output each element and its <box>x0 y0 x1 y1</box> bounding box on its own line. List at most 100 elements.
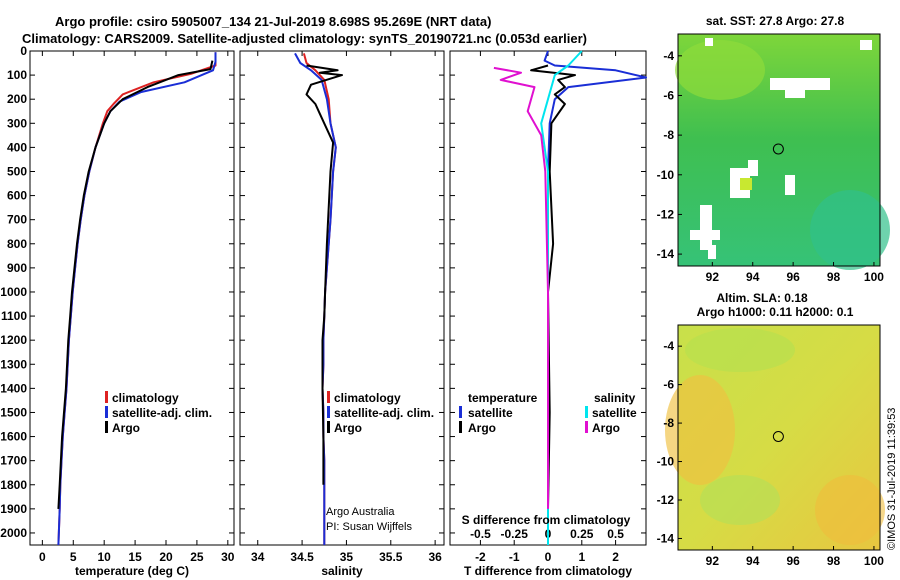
y-tick-label: 400 <box>7 140 27 154</box>
y-tick-label: 1800 <box>0 478 27 492</box>
legend-swatch-satellite <box>327 406 330 418</box>
salinity-plot: 34 34.5 35 35.5 36 <box>240 50 444 564</box>
map-y-tick-label: -12 <box>657 207 675 221</box>
legend-heading-salinity: salinity <box>594 391 636 405</box>
x-tick-label: 1 <box>578 550 585 564</box>
legend-label-satellite: satellite-adj. clim. <box>112 406 212 420</box>
x-tick-label: 0 <box>39 550 46 564</box>
legend-label-argo: Argo <box>334 421 362 435</box>
map-y-tick-label: -6 <box>663 88 674 102</box>
x-tick-label: 36 <box>428 550 442 564</box>
series-line-argo <box>57 60 214 509</box>
legend-heading-temperature: temperature <box>468 391 538 405</box>
map-y-tick-label: -12 <box>657 493 675 507</box>
y-tick-label: 1400 <box>0 381 27 395</box>
sst-map-title: sat. SST: 27.8 Argo: 27.8 <box>706 14 845 28</box>
legend-label-s-satellite: satellite <box>592 406 637 420</box>
salinity-axis-label: salinity <box>321 564 363 578</box>
secondary-tick-label: -0.5 <box>470 527 491 541</box>
sst-map-frame <box>677 33 881 267</box>
y-tick-label: 100 <box>7 68 27 82</box>
legend-swatch-climatology <box>105 391 108 403</box>
argo-location-marker <box>772 431 784 442</box>
legend-swatch-t-argo <box>459 421 462 433</box>
t-difference-axis-label: T difference from climatology <box>464 564 632 578</box>
sst-map-axes: 92 94 96 98 100 -4 -6 -8 -10 -12 -14 <box>657 49 885 284</box>
sla-low-patch <box>685 328 795 372</box>
legend-label-climatology: climatology <box>334 391 401 405</box>
credit-line-1: Argo Australia <box>326 506 395 518</box>
temperature-legend: climatology satellite-adj. clim. Argo <box>105 391 212 435</box>
x-tick-label: 30 <box>221 550 235 564</box>
series-line-satellite-adj-clim- <box>57 52 217 546</box>
map-x-tick-label: 92 <box>706 270 720 284</box>
salinity-panel-frame <box>239 50 445 546</box>
map-y-tick-label: -6 <box>663 378 674 392</box>
credit-line-2: PI: Susan Wijffels <box>326 521 412 533</box>
y-tick-label: 500 <box>7 164 27 178</box>
y-tick-label: 300 <box>7 116 27 130</box>
sst-warm-patch <box>675 40 765 100</box>
y-tick-label: 700 <box>7 213 27 227</box>
imos-timestamp: ©IMOS 31-Jul-2019 11:39:53 <box>886 408 898 550</box>
sla-map <box>665 324 885 551</box>
x-tick-label: 15 <box>128 550 142 564</box>
legend-label-t-argo: Argo <box>468 421 496 435</box>
map-x-tick-label: 94 <box>746 270 760 284</box>
y-tick-label: 1100 <box>1 309 27 323</box>
legend-swatch-climatology <box>327 391 330 403</box>
x-tick-label: 0 <box>545 550 552 564</box>
legend-label-argo: Argo <box>112 421 140 435</box>
secondary-tick-label: 0.25 <box>570 527 594 541</box>
sla-high-patch <box>815 475 885 545</box>
legend-label-satellite: satellite-adj. clim. <box>334 406 434 420</box>
legend-swatch-argo <box>327 421 330 433</box>
x-tick-label: -1 <box>509 550 520 564</box>
map-x-tick-label: 98 <box>827 554 841 568</box>
map-y-tick-label: -8 <box>663 416 674 430</box>
sla-map-frame <box>677 324 881 551</box>
y-tick-label: 1500 <box>0 405 27 419</box>
sla-map-title-1: Altim. SLA: 0.18 <box>716 291 808 305</box>
argo-location-marker <box>772 143 784 155</box>
sla-map-axes: 92 94 96 98 100 -4 -6 -8 -10 -12 -14 <box>657 339 885 568</box>
map-y-tick-label: -4 <box>663 49 674 63</box>
legend-label-s-argo: Argo <box>592 421 620 435</box>
sla-low-patch <box>700 475 780 525</box>
series-line-satellite-adj-clim- <box>294 52 337 545</box>
map-x-tick-label: 96 <box>786 270 800 284</box>
secondary-tick-label: 0.5 <box>607 527 624 541</box>
x-tick-label: 35 <box>340 550 354 564</box>
y-tick-label: 200 <box>7 92 27 106</box>
x-tick-label: 2 <box>612 550 619 564</box>
x-tick-label: 34.5 <box>290 550 314 564</box>
y-tick-label: 1700 <box>0 454 27 468</box>
series-line-temperature-satellite <box>543 50 647 545</box>
map-x-tick-label: 96 <box>786 554 800 568</box>
series-line-climatology <box>57 52 217 546</box>
x-tick-label: -2 <box>475 550 486 564</box>
temperature-panel-frame <box>29 50 235 546</box>
title-line-2: Climatology: CARS2009. Satellite-adjuste… <box>22 31 587 46</box>
y-tick-label: 900 <box>7 261 27 275</box>
difference-plot: -2 -1 0 1 2-0.5 -0.25 0 0.25 0.5 <box>450 50 647 564</box>
secondary-tick-label: -0.25 <box>501 527 529 541</box>
legend-swatch-s-argo <box>585 421 588 433</box>
x-tick-label: 35.5 <box>379 550 403 564</box>
series-line-salinity-argo <box>493 66 549 509</box>
y-tick-label: 1600 <box>0 430 27 444</box>
map-x-tick-label: 100 <box>864 270 884 284</box>
y-tick-label: 1300 <box>0 357 27 371</box>
y-tick-label: 800 <box>7 237 27 251</box>
sla-map-title-2: Argo h1000: 0.11 h2000: 0.1 <box>697 305 854 319</box>
y-tick-label: 1000 <box>0 285 27 299</box>
x-tick-label: 10 <box>98 550 112 564</box>
map-x-tick-label: 94 <box>746 554 760 568</box>
x-tick-label: 20 <box>159 550 173 564</box>
legend-label-t-satellite: satellite <box>468 406 513 420</box>
map-x-tick-label: 100 <box>864 554 884 568</box>
s-difference-axis-label: S difference from climatology <box>462 513 631 527</box>
map-y-tick-label: -4 <box>663 339 674 353</box>
sla-high-patch <box>665 375 735 485</box>
